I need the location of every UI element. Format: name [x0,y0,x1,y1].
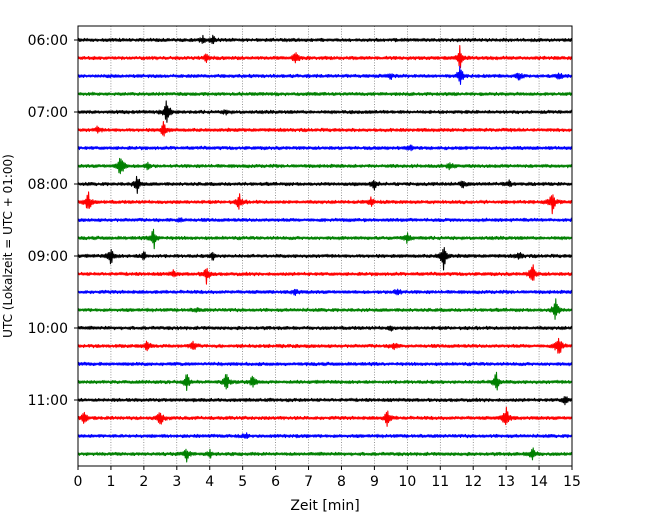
x-tick-label: 0 [74,474,83,490]
trace-0930 [77,288,573,296]
trace-0830 [77,217,573,223]
x-axis-ticks: 0 1 2 3 4 5 6 7 8 9 10 11 12 13 14 15 [74,466,581,490]
x-tick-label: 3 [172,474,181,490]
grid [110,26,540,466]
plot-area [78,26,572,466]
y-axis-label: UTC (Lokalzeit = UTC + 01:00) [1,154,15,338]
trace-1015 [77,337,573,354]
plot-frame [77,25,573,467]
y-tick-label: 06:00 [28,33,68,49]
x-tick-label: 8 [337,474,346,490]
y-tick-label: 09:00 [28,249,68,265]
y-tick-label: 08:00 [28,177,68,193]
x-axis-label: Zeit [min] [290,498,359,514]
trace-1115 [77,406,573,427]
x-tick-label: 12 [464,474,482,490]
y-tick-label: 07:00 [28,105,68,121]
trace-1130 [77,432,573,439]
x-tick-label: 1 [106,474,115,490]
x-tick-label: 13 [497,474,515,490]
x-tick-label: 2 [139,474,148,490]
x-tick-label: 11 [431,474,449,490]
traces [77,34,573,463]
x-tick-label: 9 [370,474,379,490]
trace-0730 [77,144,573,152]
x-tick-label: 14 [530,474,548,490]
trace-1145 [77,447,573,463]
trace-1045 [77,371,573,391]
trace-0915 [77,264,573,285]
trace-0900 [77,246,573,271]
x-tick-label: 4 [205,474,214,490]
trace-0715 [77,120,573,137]
trace-0600 [77,34,573,45]
trace-0815 [77,191,573,215]
trace-0945 [77,298,573,320]
y-tick-label: 11:00 [28,393,68,409]
trace-0615 [77,45,573,69]
trace-0745 [77,157,573,175]
trace-0700 [77,100,573,123]
trace-0630 [77,65,573,85]
trace-0845 [77,228,573,250]
trace-1030 [77,361,573,367]
y-tick-label: 10:00 [28,321,68,337]
trace-0645 [77,91,573,97]
x-tick-label: 15 [563,474,581,490]
y-axis-ticks: 06:00 07:00 08:00 09:00 10:00 11:00 [28,33,78,409]
trace-0800 [77,175,573,194]
trace-1000 [77,325,573,332]
x-tick-label: 10 [398,474,416,490]
x-tick-label: 5 [238,474,247,490]
x-tick-label: 7 [304,474,313,490]
trace-1100 [77,396,573,406]
x-tick-label: 6 [271,474,280,490]
